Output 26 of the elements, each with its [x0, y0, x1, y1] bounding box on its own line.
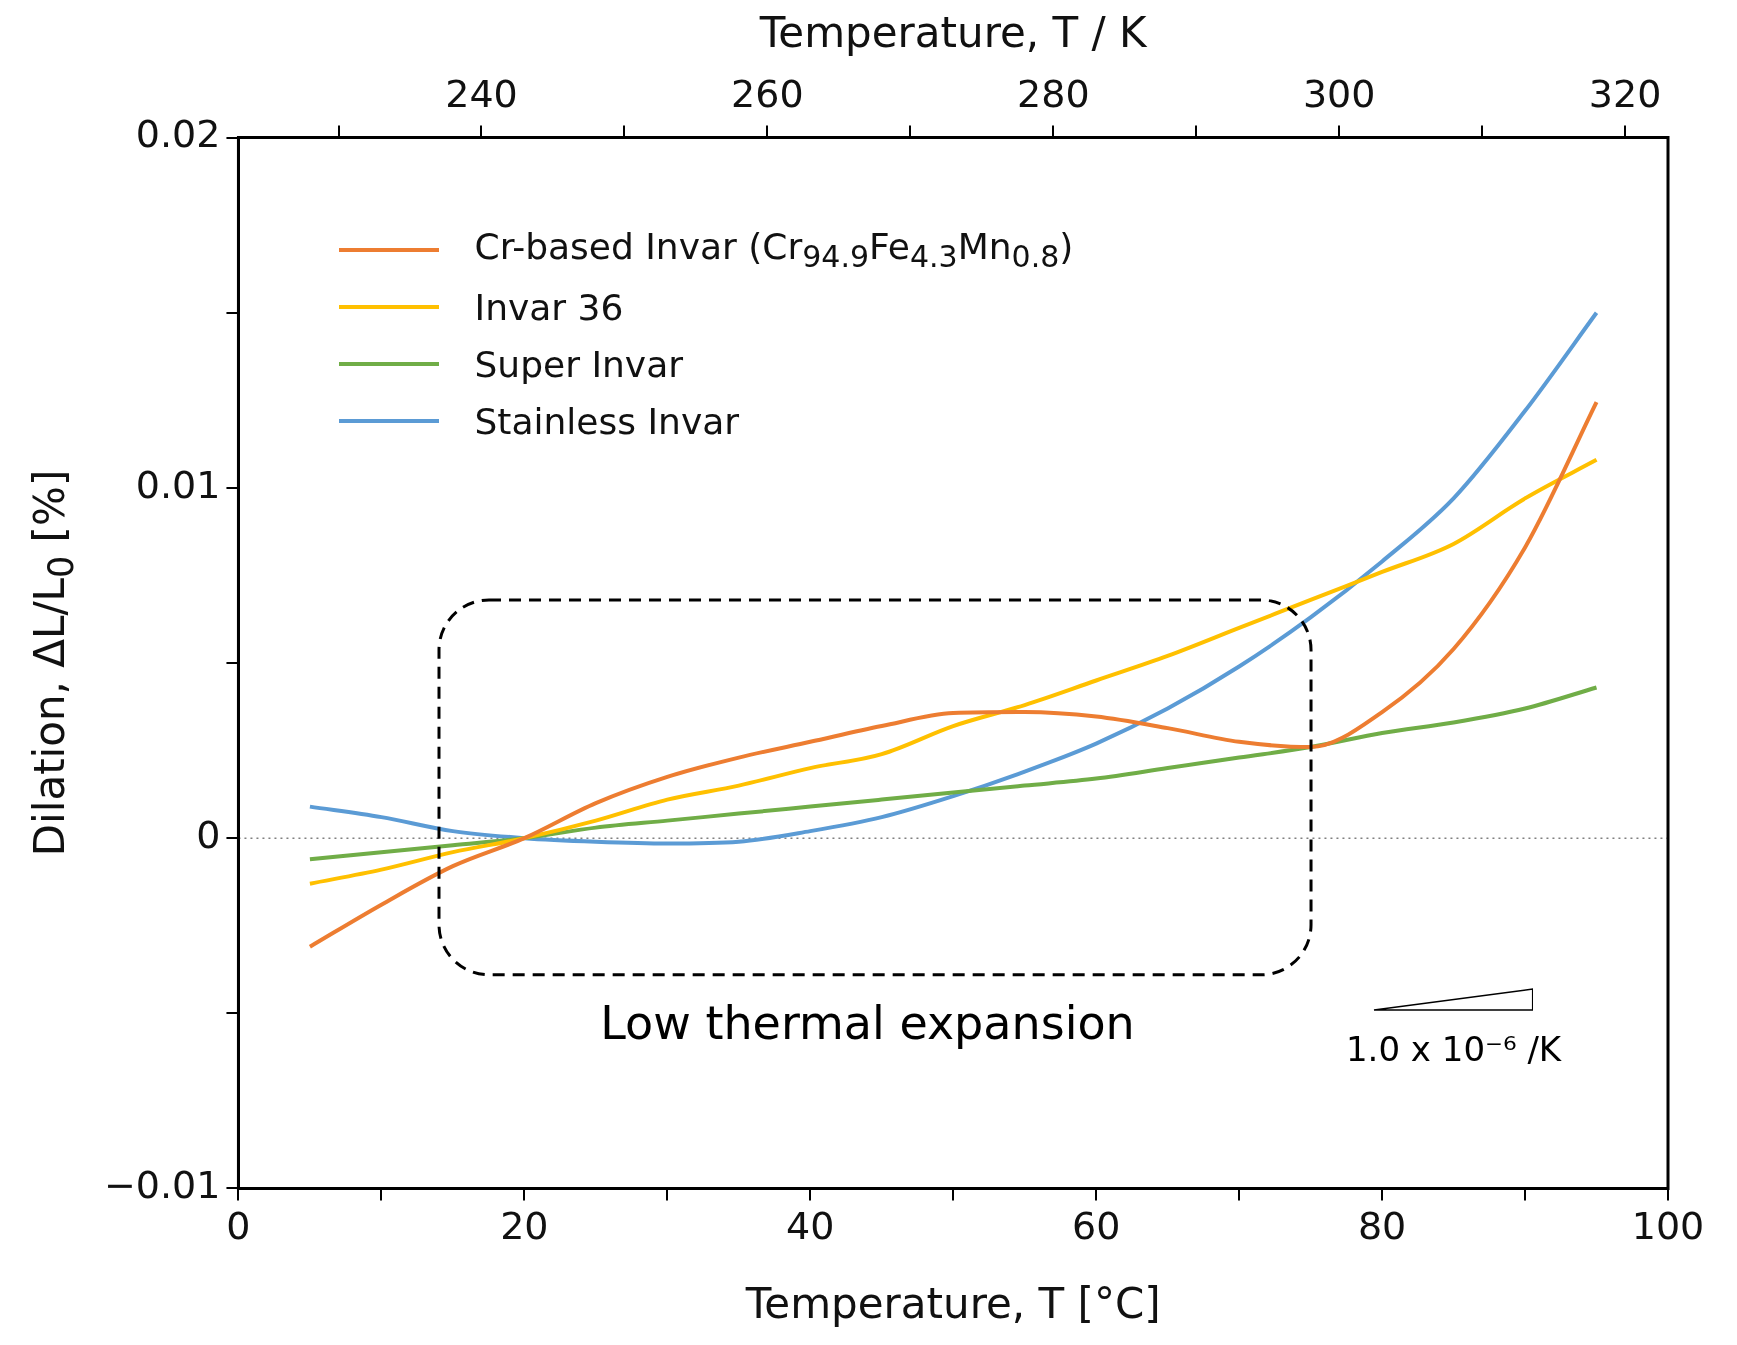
y-tick-label: −0.01	[104, 1163, 221, 1208]
x-tick-label: 40	[786, 1204, 835, 1249]
line-series	[307, 400, 1599, 949]
annotation: Low thermal expansion	[600, 996, 1135, 1051]
x2-tick-label: 300	[1302, 71, 1376, 116]
x2-tick-label: 320	[1588, 71, 1662, 116]
x2-tick-label: 280	[1017, 71, 1090, 116]
line-series	[307, 457, 1599, 886]
y-tick-label: 0.02	[135, 112, 221, 157]
y-tick-label: 0	[196, 813, 221, 858]
legend-label: Super Invar	[474, 343, 684, 385]
x2-axis-title: Temperature, T / K	[759, 8, 1147, 57]
x2-tick-label: 260	[731, 71, 804, 116]
legend-label: Stainless Invar	[474, 400, 740, 442]
annotation: 1.0 x 10⁻⁶ /K	[1345, 1028, 1563, 1069]
x-tick-label: 80	[1357, 1204, 1407, 1249]
legend-label: Invar 36	[474, 286, 624, 328]
line-series	[307, 685, 1599, 862]
y-tick-label: 0.01	[135, 462, 221, 507]
x2-tick-label: 240	[445, 71, 518, 116]
x-tick-label: 0	[226, 1204, 251, 1249]
x-tick-label: 100	[1631, 1204, 1705, 1249]
x-tick-label: 60	[1072, 1204, 1121, 1249]
x-tick-label: 20	[500, 1204, 549, 1249]
x-axis-title: Temperature, T [°C]	[745, 1279, 1161, 1328]
legend-label: Cr-based Invar (Cr$_{94.9}$Fe$_{4.3}$Mn$_{0.8}$)	[474, 226, 1074, 275]
